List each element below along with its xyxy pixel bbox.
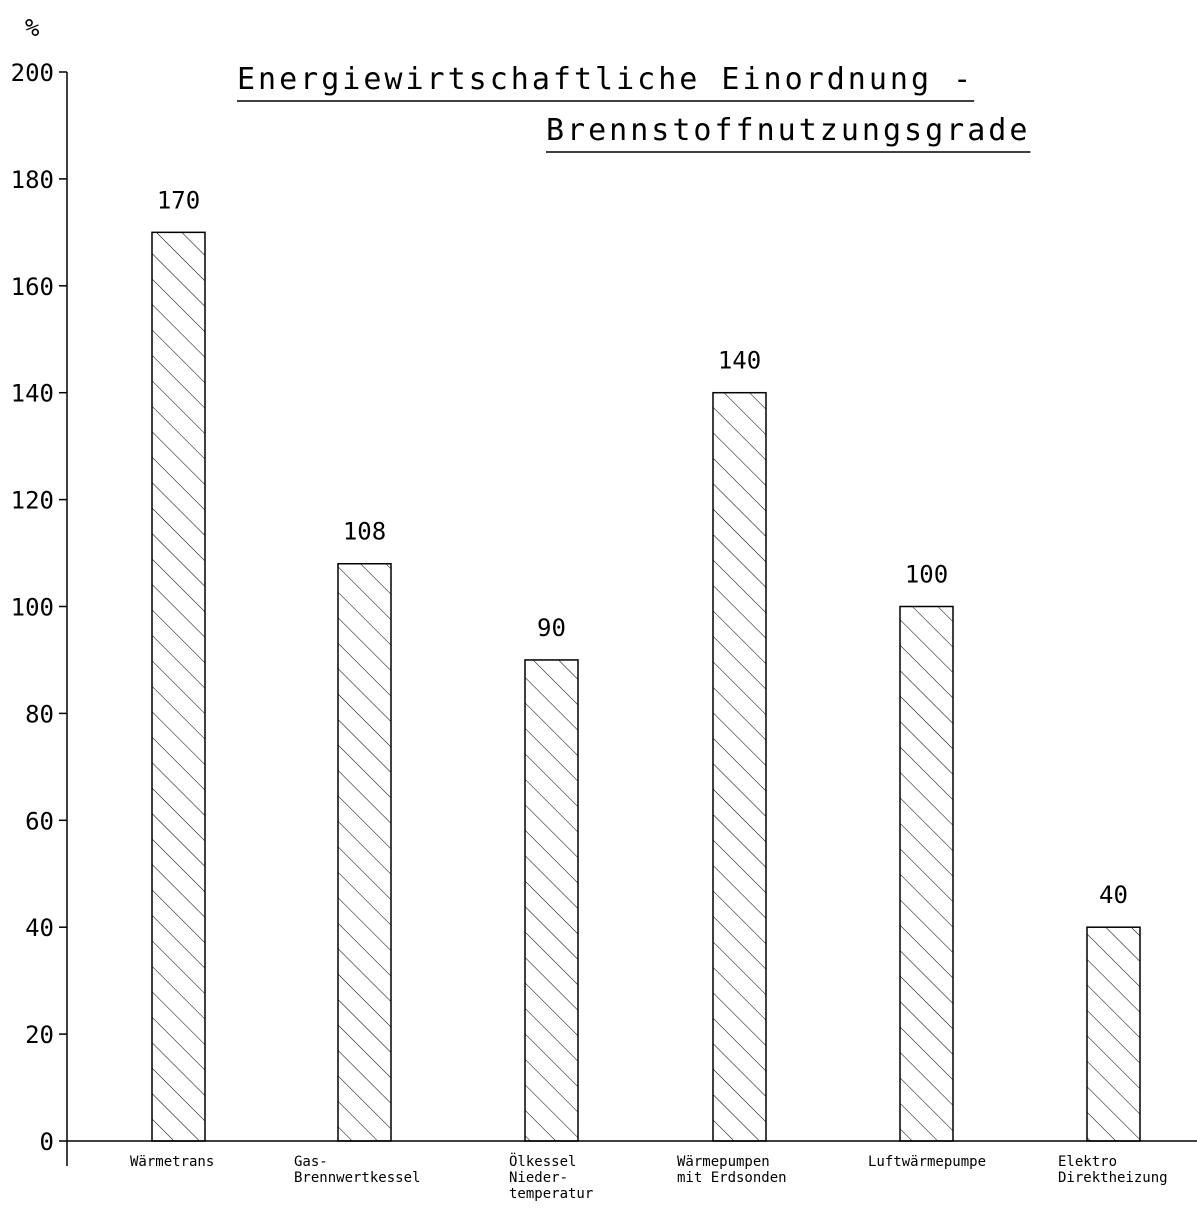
bar-value-label: 170 xyxy=(157,186,200,214)
bar xyxy=(899,605,954,1142)
y-tick-label: 80 xyxy=(25,700,54,728)
bars xyxy=(151,231,1141,1142)
y-tick-label: 180 xyxy=(11,166,54,194)
bar-value-label: 40 xyxy=(1099,881,1128,909)
y-axis-ticks: 0 20 40 60 80 100 120 140 160 180 200 xyxy=(11,59,67,1156)
chart-title: Energiewirtschaftliche Einordnung - Bren… xyxy=(237,62,1031,153)
category-label: Ölkessel Nieder-temperatur xyxy=(509,1152,593,1202)
category-label: Wärmetrans xyxy=(130,1154,214,1170)
title-line-2: Brennstoffnutzungsgrade xyxy=(546,113,1030,148)
bar xyxy=(337,562,392,1142)
y-tick-label: 120 xyxy=(11,487,54,515)
bar xyxy=(1086,926,1141,1142)
y-tick-label: 140 xyxy=(11,380,54,408)
bar xyxy=(524,659,579,1142)
category-label: Wärmepumpen mit Erdsonden xyxy=(677,1154,787,1186)
category-labels: Wärmetrans Gas-Brennwertkessel Ölkessel Nie… xyxy=(130,1152,1168,1202)
category-label: Elektro Direktheizung xyxy=(1058,1154,1168,1186)
bar-value-label: 100 xyxy=(905,561,948,589)
bar-value-label: 140 xyxy=(718,347,761,375)
value-labels: 170 108 90 140 100 40 xyxy=(157,186,1128,909)
y-tick-label: 0 xyxy=(40,1128,54,1156)
bar-value-label: 108 xyxy=(343,518,386,546)
category-label: Luftwärmepumpe xyxy=(868,1154,986,1170)
y-unit-label: % xyxy=(25,14,40,42)
y-tick-label: 60 xyxy=(25,807,54,835)
y-tick-label: 20 xyxy=(25,1021,54,1049)
y-tick-label: 160 xyxy=(11,273,54,301)
category-label: Gas-Brennwertkessel xyxy=(294,1154,420,1186)
axes xyxy=(66,72,1197,1166)
bar xyxy=(712,391,767,1142)
title-line-1: Energiewirtschaftliche Einordnung - xyxy=(237,62,974,97)
y-tick-label: 100 xyxy=(11,594,54,622)
bar-value-label: 90 xyxy=(537,614,566,642)
y-tick-label: 200 xyxy=(11,59,54,87)
bar xyxy=(151,231,206,1142)
y-tick-label: 40 xyxy=(25,914,54,942)
